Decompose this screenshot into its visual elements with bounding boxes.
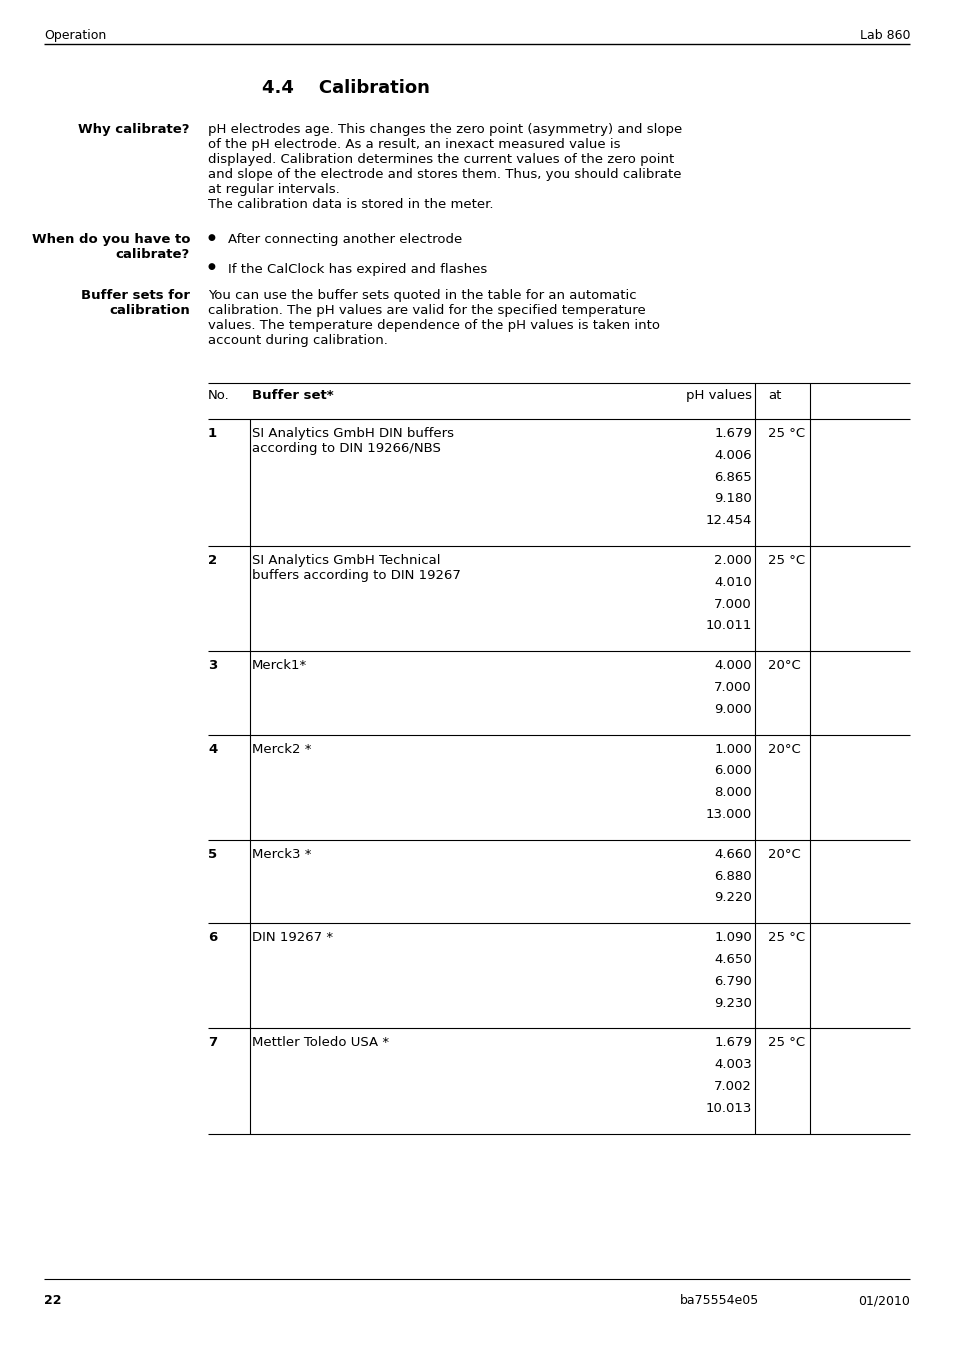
Text: When do you have to
calibrate?: When do you have to calibrate? xyxy=(31,232,190,261)
Text: 25 °C: 25 °C xyxy=(767,1036,804,1050)
Text: 20°C: 20°C xyxy=(767,743,800,755)
Text: ●: ● xyxy=(208,232,215,242)
Text: 4: 4 xyxy=(208,743,217,755)
Text: Lab 860: Lab 860 xyxy=(859,28,909,42)
Text: 7.000: 7.000 xyxy=(714,597,751,611)
Text: 01/2010: 01/2010 xyxy=(858,1294,909,1306)
Text: 12.454: 12.454 xyxy=(705,515,751,527)
Text: 13.000: 13.000 xyxy=(705,808,751,821)
Text: 25 °C: 25 °C xyxy=(767,554,804,567)
Text: If the CalClock has expired and flashes: If the CalClock has expired and flashes xyxy=(228,262,487,276)
Text: 2: 2 xyxy=(208,554,217,567)
Text: pH electrodes age. This changes the zero point (asymmetry) and slope
of the pH e: pH electrodes age. This changes the zero… xyxy=(208,123,681,211)
Text: 6.865: 6.865 xyxy=(714,470,751,484)
Text: 1: 1 xyxy=(208,427,217,440)
Text: 7.002: 7.002 xyxy=(714,1079,751,1093)
Text: ●: ● xyxy=(208,262,215,272)
Text: 25 °C: 25 °C xyxy=(767,427,804,440)
Text: 3: 3 xyxy=(208,659,217,673)
Text: Merck3 *: Merck3 * xyxy=(252,848,312,861)
Text: 5: 5 xyxy=(208,848,217,861)
Text: 1.000: 1.000 xyxy=(714,743,751,755)
Text: 9.180: 9.180 xyxy=(714,492,751,505)
Text: No.: No. xyxy=(208,389,230,403)
Text: pH values: pH values xyxy=(685,389,751,403)
Text: 25 °C: 25 °C xyxy=(767,931,804,944)
Text: ba75554e05: ba75554e05 xyxy=(679,1294,759,1306)
Text: Buffer sets for
calibration: Buffer sets for calibration xyxy=(81,289,190,317)
Text: After connecting another electrode: After connecting another electrode xyxy=(228,232,462,246)
Text: 22: 22 xyxy=(44,1294,61,1306)
Text: DIN 19267 *: DIN 19267 * xyxy=(252,931,333,944)
Text: 6.880: 6.880 xyxy=(714,870,751,882)
Text: 4.660: 4.660 xyxy=(714,848,751,861)
Text: 20°C: 20°C xyxy=(767,659,800,673)
Text: SI Analytics GmbH DIN buffers
according to DIN 19266/NBS: SI Analytics GmbH DIN buffers according … xyxy=(252,427,454,455)
Text: 4.4    Calibration: 4.4 Calibration xyxy=(262,78,430,97)
Text: Operation: Operation xyxy=(44,28,106,42)
Text: 2.000: 2.000 xyxy=(714,554,751,567)
Text: 10.013: 10.013 xyxy=(705,1102,751,1115)
Text: 4.000: 4.000 xyxy=(714,659,751,673)
Text: 1.679: 1.679 xyxy=(714,1036,751,1050)
Text: 1.090: 1.090 xyxy=(714,931,751,944)
Text: 4.650: 4.650 xyxy=(714,952,751,966)
Text: 10.011: 10.011 xyxy=(705,619,751,632)
Text: 6: 6 xyxy=(208,931,217,944)
Text: Why calibrate?: Why calibrate? xyxy=(78,123,190,136)
Text: 1.679: 1.679 xyxy=(714,427,751,440)
Text: Buffer set*: Buffer set* xyxy=(252,389,334,403)
Text: 4.010: 4.010 xyxy=(714,576,751,589)
Text: Merck2 *: Merck2 * xyxy=(252,743,312,755)
Text: at: at xyxy=(767,389,781,403)
Text: SI Analytics GmbH Technical
buffers according to DIN 19267: SI Analytics GmbH Technical buffers acco… xyxy=(252,554,460,582)
Text: 4.003: 4.003 xyxy=(714,1058,751,1071)
Text: 6.000: 6.000 xyxy=(714,765,751,777)
Text: 20°C: 20°C xyxy=(767,848,800,861)
Text: 6.790: 6.790 xyxy=(714,975,751,988)
Text: 9.220: 9.220 xyxy=(714,892,751,904)
Text: 4.006: 4.006 xyxy=(714,449,751,462)
Text: 9.000: 9.000 xyxy=(714,703,751,716)
Text: Mettler Toledo USA *: Mettler Toledo USA * xyxy=(252,1036,389,1050)
Text: 7.000: 7.000 xyxy=(714,681,751,694)
Text: Merck1*: Merck1* xyxy=(252,659,307,673)
Text: 8.000: 8.000 xyxy=(714,786,751,800)
Text: You can use the buffer sets quoted in the table for an automatic
calibration. Th: You can use the buffer sets quoted in th… xyxy=(208,289,659,347)
Text: 7: 7 xyxy=(208,1036,217,1050)
Text: 9.230: 9.230 xyxy=(714,997,751,1009)
